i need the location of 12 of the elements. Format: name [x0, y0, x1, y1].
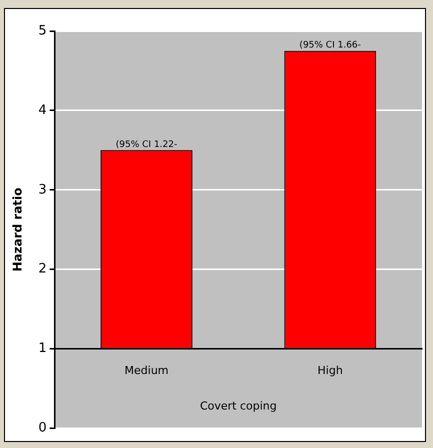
y-axis-title: Hazard ratio: [10, 188, 24, 272]
x-tick-label: Medium: [124, 364, 168, 378]
x-axis-title: Covert coping: [200, 399, 277, 412]
y-tick-label: 3: [38, 182, 47, 198]
annotation: (95% CI 1.22-: [116, 140, 178, 150]
y-tick-label: 1: [38, 341, 47, 356]
y-tick-label: 2: [38, 262, 47, 277]
y-tick-label: 0: [38, 420, 47, 436]
annotation: (95% CI 1.66-: [299, 40, 361, 51]
x-tick-label: High: [318, 364, 343, 378]
y-tick-label: 4: [38, 102, 47, 118]
y-tick-label: 5: [38, 23, 47, 38]
